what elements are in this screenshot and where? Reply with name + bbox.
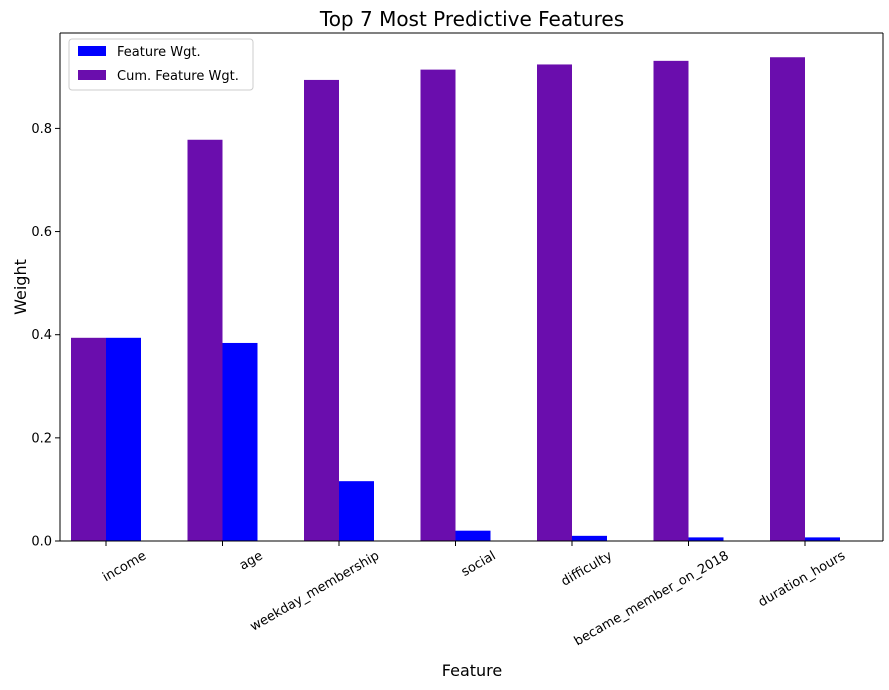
x-tick-label: difficulty bbox=[559, 548, 615, 589]
bar-feat-income bbox=[106, 337, 141, 541]
bar-cum-social bbox=[420, 69, 456, 542]
legend-swatch-cum-feature-wgt bbox=[78, 70, 106, 80]
bar-cum-became_member_on_2018 bbox=[653, 60, 689, 542]
y-tick-label: 0.8 bbox=[31, 122, 52, 137]
axes bbox=[59, 32, 884, 542]
legend-label-cum-feature-wgt: Cum. Feature Wgt. bbox=[117, 69, 239, 84]
y-tick-label: 0.4 bbox=[31, 328, 52, 343]
x-tick-label: weekday_membership bbox=[248, 548, 382, 634]
legend-swatch-feature-wgt bbox=[78, 46, 106, 56]
x-axis-label: Feature bbox=[442, 661, 502, 680]
y-axis-label: Weight bbox=[11, 259, 30, 315]
bar-cum-difficulty bbox=[537, 64, 572, 541]
bar-feat-difficulty bbox=[572, 535, 607, 541]
x-tick-label: duration_hours bbox=[756, 548, 848, 610]
y-tick-label: 0.0 bbox=[31, 535, 52, 550]
bar-feat-weekday_membership bbox=[339, 481, 374, 541]
bar-cum-weekday_membership bbox=[304, 79, 339, 541]
x-tick-label: age bbox=[237, 548, 265, 573]
bar-cum-duration_hours bbox=[770, 57, 805, 541]
chart-title: Top 7 Most Predictive Features bbox=[319, 7, 624, 31]
y-tick-label: 0.2 bbox=[31, 431, 52, 446]
y-axis-ticks: 0.0 0.2 0.4 0.6 0.8 bbox=[31, 122, 60, 550]
legend-frame bbox=[68, 38, 254, 91]
bar-cum-income bbox=[71, 337, 106, 541]
bar-feat-age bbox=[222, 342, 258, 541]
cumulative-weight-bars bbox=[71, 57, 805, 542]
x-tick-label: social bbox=[459, 548, 499, 580]
y-tick-label: 0.6 bbox=[31, 225, 52, 240]
x-tick-label: income bbox=[100, 548, 149, 585]
legend: Feature Wgt. Cum. Feature Wgt. bbox=[68, 38, 254, 91]
bar-feat-duration_hours bbox=[805, 537, 840, 541]
bar-cum-age bbox=[187, 139, 223, 541]
feature-weight-bars bbox=[106, 337, 840, 541]
bar-feat-became_member_on_2018 bbox=[688, 537, 724, 541]
legend-label-feature-wgt: Feature Wgt. bbox=[117, 45, 201, 60]
bar-feat-social bbox=[455, 530, 491, 541]
